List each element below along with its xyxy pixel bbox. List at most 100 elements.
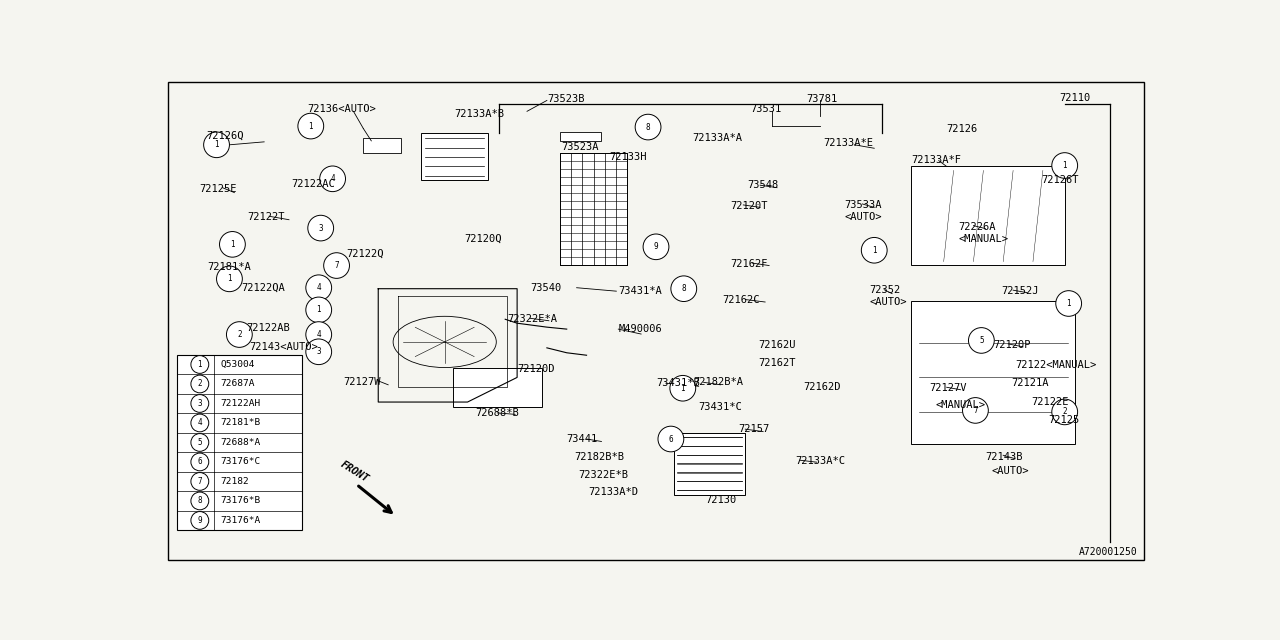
Ellipse shape xyxy=(1052,153,1078,179)
Text: 72122Q: 72122Q xyxy=(347,249,384,259)
Ellipse shape xyxy=(191,492,209,510)
Text: 1: 1 xyxy=(197,360,202,369)
Text: A720001250: A720001250 xyxy=(1078,547,1137,557)
Text: <AUTO>: <AUTO> xyxy=(991,466,1029,476)
Text: 72157: 72157 xyxy=(739,424,769,434)
Text: 72122T: 72122T xyxy=(247,212,284,221)
Text: <MANUAL>: <MANUAL> xyxy=(959,234,1009,244)
Text: 72122AC: 72122AC xyxy=(291,179,334,189)
Text: 72122QA: 72122QA xyxy=(242,283,285,292)
Ellipse shape xyxy=(324,253,349,278)
Text: 3: 3 xyxy=(197,399,202,408)
Text: 72133A*F: 72133A*F xyxy=(911,155,961,164)
Text: 72181*B: 72181*B xyxy=(220,419,261,428)
Text: 72133A*B: 72133A*B xyxy=(454,109,504,119)
Text: 1: 1 xyxy=(681,384,685,393)
Text: 4: 4 xyxy=(330,174,335,183)
Text: 72143B: 72143B xyxy=(986,452,1023,462)
Bar xyxy=(911,166,1065,265)
Bar xyxy=(911,301,1075,444)
Ellipse shape xyxy=(298,113,324,139)
Text: 2: 2 xyxy=(197,380,202,388)
Text: 3: 3 xyxy=(319,223,323,232)
Ellipse shape xyxy=(191,433,209,451)
Text: 1: 1 xyxy=(214,140,219,149)
Bar xyxy=(559,153,627,265)
Ellipse shape xyxy=(658,426,684,452)
Text: 2: 2 xyxy=(237,330,242,339)
Text: 73523A: 73523A xyxy=(562,142,599,152)
Ellipse shape xyxy=(635,115,660,140)
Text: <AUTO>: <AUTO> xyxy=(845,212,882,222)
Text: 1: 1 xyxy=(1062,161,1068,170)
Text: 72352: 72352 xyxy=(869,285,901,294)
Text: 72133A*C: 72133A*C xyxy=(795,456,845,466)
Ellipse shape xyxy=(969,328,995,353)
Bar xyxy=(364,138,401,153)
Text: 72152J: 72152J xyxy=(1001,286,1038,296)
Ellipse shape xyxy=(306,297,332,323)
Text: 72143<AUTO>: 72143<AUTO> xyxy=(250,342,317,352)
Ellipse shape xyxy=(643,234,669,260)
Text: 72125E: 72125E xyxy=(200,184,237,194)
Text: Q53004: Q53004 xyxy=(220,360,255,369)
Text: 8: 8 xyxy=(645,123,650,132)
Text: 72126T: 72126T xyxy=(1041,175,1078,186)
Text: 73523B: 73523B xyxy=(547,94,585,104)
Ellipse shape xyxy=(227,322,252,348)
Bar xyxy=(421,134,489,180)
Text: 73533A: 73533A xyxy=(845,200,882,210)
Text: 72110: 72110 xyxy=(1060,93,1091,103)
Text: 72688*B: 72688*B xyxy=(475,408,520,418)
Text: 72126Q: 72126Q xyxy=(206,131,244,141)
Text: 72181*A: 72181*A xyxy=(207,262,251,271)
Text: 6: 6 xyxy=(197,458,202,467)
Text: 73431*B: 73431*B xyxy=(657,378,700,388)
Text: 7: 7 xyxy=(197,477,202,486)
Text: 72136<AUTO>: 72136<AUTO> xyxy=(307,104,375,114)
Text: 1: 1 xyxy=(1066,299,1071,308)
Text: 3: 3 xyxy=(316,348,321,356)
Ellipse shape xyxy=(861,237,887,263)
Ellipse shape xyxy=(1056,291,1082,316)
Text: 72162T: 72162T xyxy=(758,358,796,367)
Text: 8: 8 xyxy=(681,284,686,293)
Text: 72182B*A: 72182B*A xyxy=(694,378,744,387)
Text: 1: 1 xyxy=(316,305,321,314)
Text: 73176*B: 73176*B xyxy=(220,497,261,506)
Text: 72162F: 72162F xyxy=(731,259,768,269)
Bar xyxy=(453,367,541,407)
Text: 72122AB: 72122AB xyxy=(246,323,291,333)
Bar xyxy=(177,355,302,530)
Ellipse shape xyxy=(191,395,209,412)
Text: 2: 2 xyxy=(1062,408,1068,417)
Text: 4: 4 xyxy=(316,284,321,292)
Text: 72226A: 72226A xyxy=(959,222,996,232)
Text: <MANUAL>: <MANUAL> xyxy=(936,399,986,410)
Text: 73441: 73441 xyxy=(567,434,598,444)
Text: 72126: 72126 xyxy=(947,124,978,134)
Text: 73431*A: 73431*A xyxy=(618,286,662,296)
Text: 73540: 73540 xyxy=(530,283,561,292)
Text: 72125: 72125 xyxy=(1048,415,1079,426)
Text: 72162U: 72162U xyxy=(758,340,796,350)
Text: FRONT: FRONT xyxy=(338,459,370,484)
Text: 72182B*B: 72182B*B xyxy=(575,452,625,462)
Text: 1: 1 xyxy=(230,240,234,249)
Text: 9: 9 xyxy=(197,516,202,525)
Text: 72130: 72130 xyxy=(705,495,737,504)
Text: 72133A*E: 72133A*E xyxy=(823,138,874,148)
Text: 72688*A: 72688*A xyxy=(220,438,261,447)
Text: <AUTO>: <AUTO> xyxy=(869,297,906,307)
Text: 9: 9 xyxy=(654,243,658,252)
Ellipse shape xyxy=(204,132,229,157)
Ellipse shape xyxy=(1052,399,1078,425)
Text: 72120T: 72120T xyxy=(731,201,768,211)
Text: 73176*C: 73176*C xyxy=(220,458,261,467)
Ellipse shape xyxy=(669,376,696,401)
Text: 1: 1 xyxy=(872,246,877,255)
Text: 5: 5 xyxy=(197,438,202,447)
Text: 72133A*D: 72133A*D xyxy=(589,487,639,497)
Text: 73531: 73531 xyxy=(750,104,782,114)
Bar xyxy=(673,433,745,495)
